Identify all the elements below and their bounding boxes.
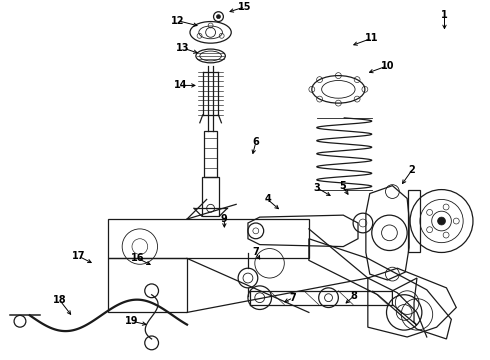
Text: 7: 7: [252, 247, 259, 257]
Text: 12: 12: [171, 15, 184, 26]
Text: 19: 19: [125, 316, 139, 326]
Text: 13: 13: [176, 43, 190, 53]
Text: 1: 1: [441, 10, 448, 20]
Circle shape: [217, 15, 221, 19]
Text: 6: 6: [252, 138, 259, 148]
Circle shape: [438, 217, 445, 225]
Text: 3: 3: [314, 183, 320, 193]
Text: 14: 14: [174, 80, 188, 90]
Text: 15: 15: [238, 2, 252, 12]
Text: 16: 16: [131, 253, 145, 264]
Text: 8: 8: [351, 291, 358, 301]
Text: 18: 18: [52, 294, 66, 305]
Text: 2: 2: [409, 165, 416, 175]
Text: 9: 9: [221, 214, 228, 224]
Text: 11: 11: [365, 33, 378, 43]
Text: 4: 4: [264, 194, 271, 204]
Text: 5: 5: [339, 181, 345, 191]
Text: 7: 7: [290, 293, 296, 303]
Text: 10: 10: [381, 61, 394, 71]
Text: 17: 17: [72, 251, 86, 261]
